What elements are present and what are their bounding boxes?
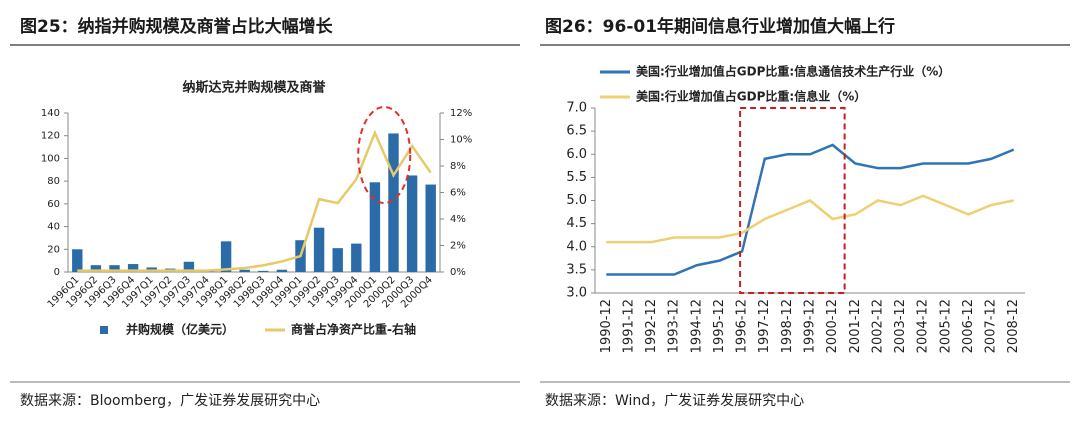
y-tick-label: 6.0 xyxy=(566,147,587,162)
x-tick-label: 1992-12 xyxy=(644,299,659,353)
chart-title: 纳斯达克并购规模及商誉 xyxy=(182,80,326,96)
figure-caption: 图26：96-01年期间信息行业增加值大幅上行 xyxy=(545,16,895,37)
legend-label: 并购规模（亿美元） xyxy=(126,322,234,337)
bar xyxy=(425,184,436,272)
y2-tick-label: 2% xyxy=(450,241,466,252)
x-tick-label: 1998-12 xyxy=(780,299,795,353)
y2-tick-label: 10% xyxy=(450,135,472,146)
line xyxy=(77,129,432,272)
legend-label: 美国:行业增加值占GDP比重:信息业（%） xyxy=(636,89,866,104)
y-tick-label: 3.5 xyxy=(566,262,587,277)
x-tick-label: 1999-12 xyxy=(803,299,818,353)
legend-label: 美国:行业增加值占GDP比重:信息通信技术生产行业（%） xyxy=(636,64,950,79)
y-tick-label: 140 xyxy=(41,108,60,119)
y2-tick-label: 0% xyxy=(450,267,466,278)
bar xyxy=(369,182,381,272)
y2-tick-label: 4% xyxy=(450,214,466,225)
x-tick-label: 2005-12 xyxy=(938,299,953,353)
legend-swatch xyxy=(100,326,108,334)
y-tick-label: 20 xyxy=(47,244,60,255)
bar xyxy=(72,249,83,272)
x-tick-label: 1996-12 xyxy=(735,299,750,353)
bar xyxy=(239,269,250,272)
y-tick-label: 5.0 xyxy=(566,193,587,208)
legend-label: 商誉占净资产比重-右轴 xyxy=(291,322,416,337)
x-tick-label: 1994-12 xyxy=(689,299,704,353)
x-tick-label: 1997-12 xyxy=(757,299,772,353)
y-tick-label: 6.5 xyxy=(566,124,587,139)
line xyxy=(606,143,1015,276)
highlight xyxy=(739,107,846,294)
y-tick-label: 100 xyxy=(41,153,60,164)
y-tick-label: 5.5 xyxy=(566,170,587,185)
bar xyxy=(313,227,325,272)
bar xyxy=(276,269,288,272)
bar xyxy=(127,264,139,272)
y2-tick-label: 6% xyxy=(450,188,466,199)
bar xyxy=(388,133,399,272)
bar xyxy=(406,175,418,272)
y-tick-label: 120 xyxy=(41,131,60,142)
x-tick-label: 2007-12 xyxy=(984,299,999,353)
bar xyxy=(332,248,343,272)
y-tick-label: 0 xyxy=(54,267,60,278)
x-tick-label: 1993-12 xyxy=(667,299,682,353)
y-tick-label: 4.5 xyxy=(566,216,587,231)
x-tick-label: 2004-12 xyxy=(916,299,931,353)
y2-tick-label: 8% xyxy=(450,161,466,172)
source-note: 数据来源：Bloomberg，广发证券发展研究中心 xyxy=(20,393,320,409)
bar xyxy=(109,265,120,272)
y-tick-label: 7.0 xyxy=(566,101,587,116)
x-tick-label: 2001-12 xyxy=(848,299,863,353)
bar xyxy=(258,270,269,272)
x-tick-label: 2002-12 xyxy=(870,299,885,353)
x-tick-label: 1990-12 xyxy=(599,299,614,353)
y-tick-label: 3.0 xyxy=(566,286,587,301)
source-note: 数据来源：Wind，广发证券发展研究中心 xyxy=(545,393,804,409)
y-tick-label: 4.0 xyxy=(566,239,587,254)
x-tick-label: 2000-12 xyxy=(825,299,840,353)
bar xyxy=(183,261,195,272)
highlight xyxy=(357,106,412,204)
line xyxy=(606,194,1014,244)
x-tick-label: 2008-12 xyxy=(1006,299,1021,353)
y-tick-label: 60 xyxy=(47,199,60,210)
y-tick-label: 80 xyxy=(47,176,60,187)
y2-tick-label: 12% xyxy=(450,108,472,119)
y-tick-label: 40 xyxy=(47,222,60,233)
bar xyxy=(90,265,102,272)
bar xyxy=(220,241,232,272)
x-tick-label: 2003-12 xyxy=(893,299,908,353)
x-tick-label: 2006-12 xyxy=(961,299,976,353)
figure-caption: 图25：纳指并购规模及商誉占比大幅增长 xyxy=(20,16,334,37)
x-tick-label: 1995-12 xyxy=(712,299,727,353)
bar xyxy=(351,243,362,272)
x-tick-label: 1991-12 xyxy=(621,299,636,353)
